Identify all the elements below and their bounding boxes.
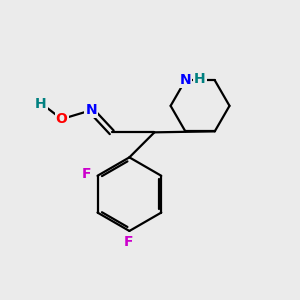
Text: H: H: [194, 72, 206, 86]
Text: O: O: [56, 112, 68, 126]
Text: N: N: [179, 73, 191, 87]
Text: H: H: [35, 98, 47, 111]
Text: F: F: [124, 235, 134, 249]
Text: F: F: [82, 167, 91, 181]
Text: N: N: [85, 103, 97, 117]
